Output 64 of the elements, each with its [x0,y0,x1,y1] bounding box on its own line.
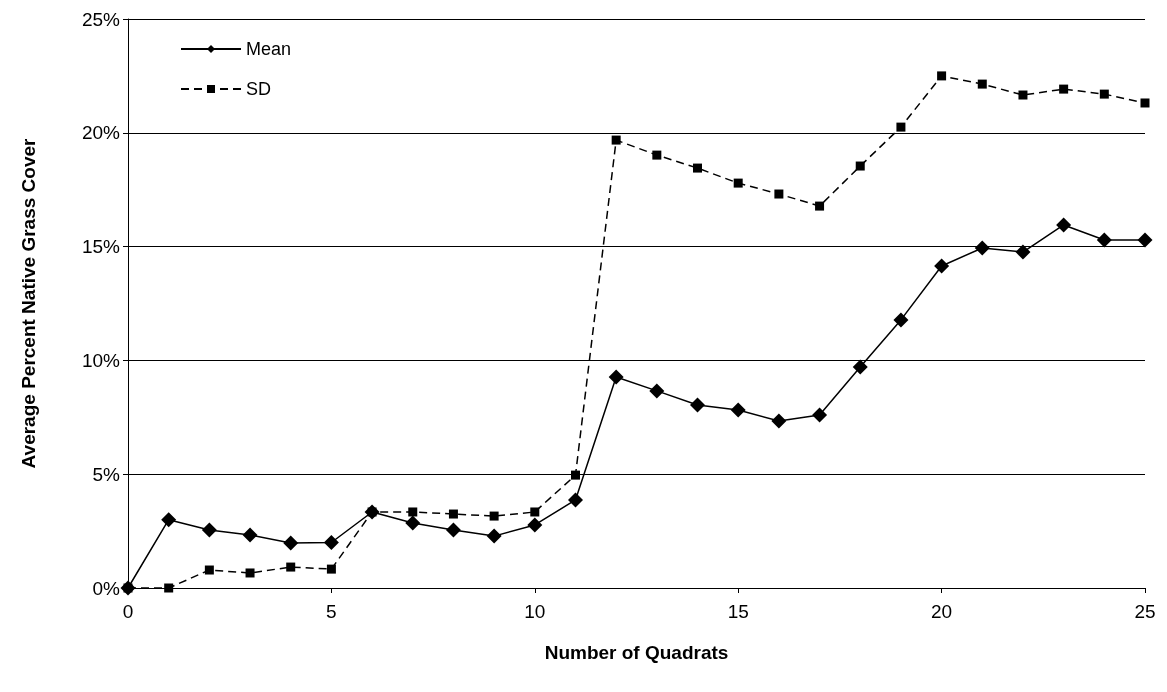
point [527,517,543,533]
legend-label: Mean [246,39,292,59]
point [445,522,461,538]
point [530,507,540,517]
point [649,383,665,399]
point [852,359,868,375]
point [893,312,909,328]
y-tick-label: 5% [92,463,121,485]
point [323,534,339,550]
point [164,583,174,593]
legend-label: SD [246,79,272,99]
point [489,511,499,521]
x-axis-title: Number of Quadrats [544,642,729,663]
point [815,201,825,211]
point [326,564,336,574]
point [855,161,865,171]
point [934,258,950,274]
point [1140,98,1150,108]
point [730,402,746,418]
x-tick-label: 25 [1134,601,1156,622]
x-tick-label: 10 [524,601,546,622]
point [245,568,255,578]
point [204,565,214,575]
point [974,240,990,256]
point [611,135,621,145]
point [1096,232,1112,248]
point [448,509,458,519]
y-tick-label: 20% [81,122,121,144]
point [733,178,743,188]
point [608,369,624,385]
point [774,189,784,199]
point [201,522,217,538]
point [896,122,906,132]
point [812,407,828,423]
x-tick-label: 0 [122,601,134,622]
point [283,535,299,551]
point [161,512,177,528]
x-tick-label: 5 [326,601,337,622]
point [1099,89,1109,99]
y-tick-label: 10% [81,349,121,371]
point [1059,84,1069,94]
point [1018,90,1028,100]
point [977,79,987,89]
y-tick-label: 15% [81,236,121,258]
y-axis-title: Average Percent Native Grass Cover [18,137,39,469]
point [1137,232,1153,248]
point [771,413,787,429]
point [408,507,418,517]
y-tick-label: 0% [92,577,121,599]
point [286,562,296,572]
point [405,515,421,531]
point [690,397,706,413]
point [242,527,258,543]
point [486,528,502,544]
point [937,71,947,81]
point [693,163,703,173]
y-tick-label: 25% [81,8,121,30]
point [570,470,580,480]
x-tick-label: 15 [727,601,749,622]
point [1056,217,1072,233]
x-tick-label: 20 [931,601,953,622]
point [567,492,583,508]
point [652,150,662,160]
point [1015,244,1031,260]
